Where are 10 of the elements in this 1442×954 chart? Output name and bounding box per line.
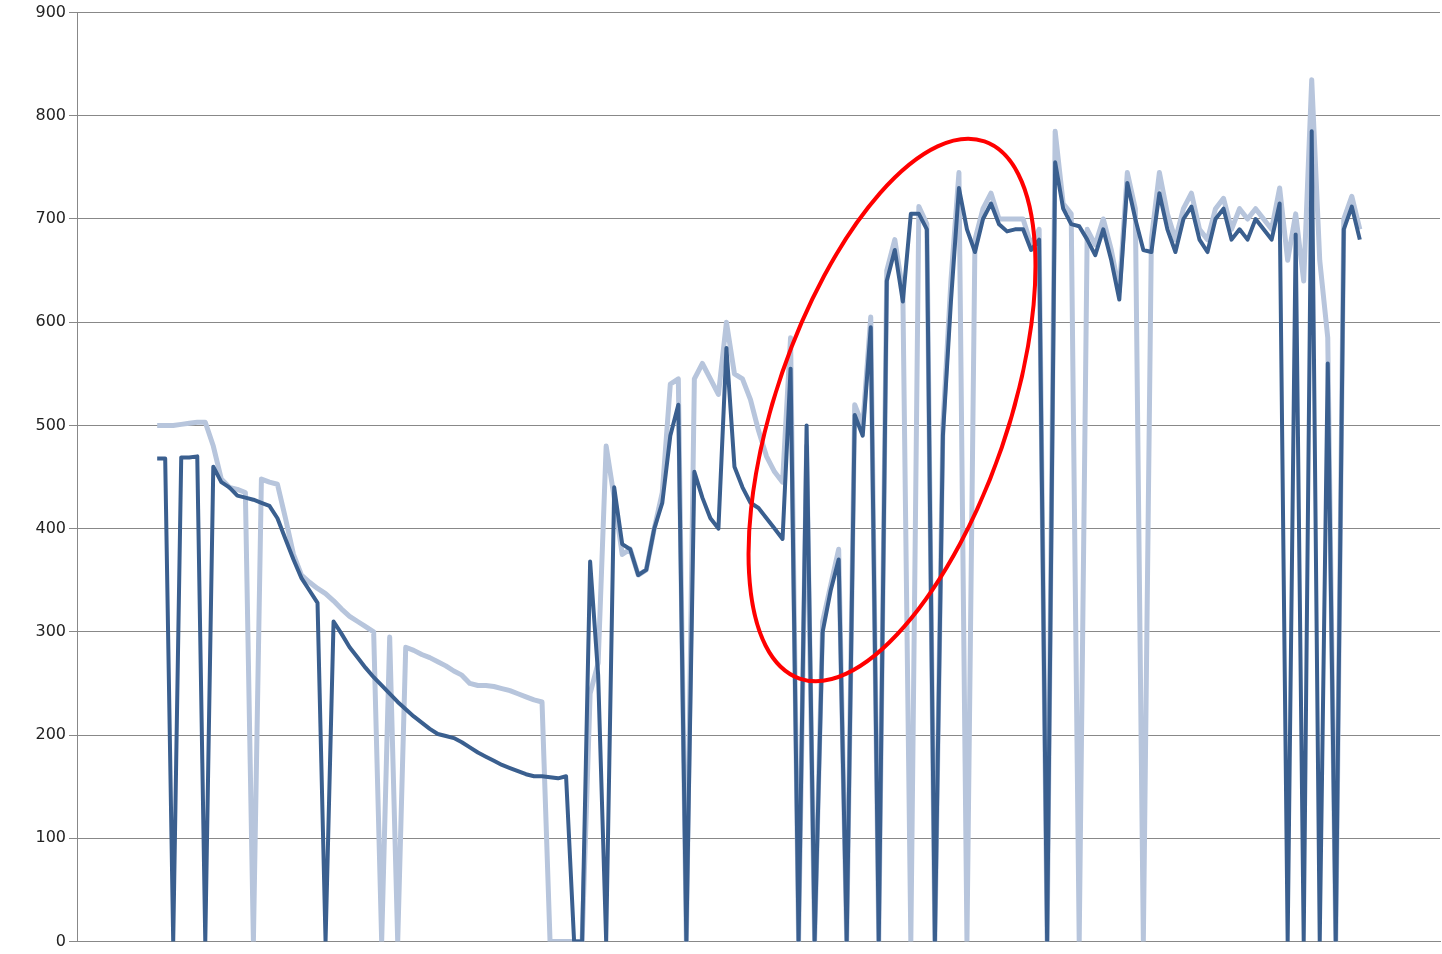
y-tick-label: 400 (35, 517, 66, 537)
y-tick-label: 700 (35, 208, 66, 228)
y-tick-label: 900 (35, 1, 66, 21)
y-tick-label: 100 (35, 827, 66, 847)
y-tick-label: 300 (35, 620, 66, 640)
y-tick-label: 600 (35, 311, 66, 331)
y-tick-label: 500 (35, 414, 66, 434)
y-tick-label: 800 (35, 104, 66, 124)
y-tick-label: 200 (35, 724, 66, 744)
y-tick-label: 0 (55, 930, 66, 950)
